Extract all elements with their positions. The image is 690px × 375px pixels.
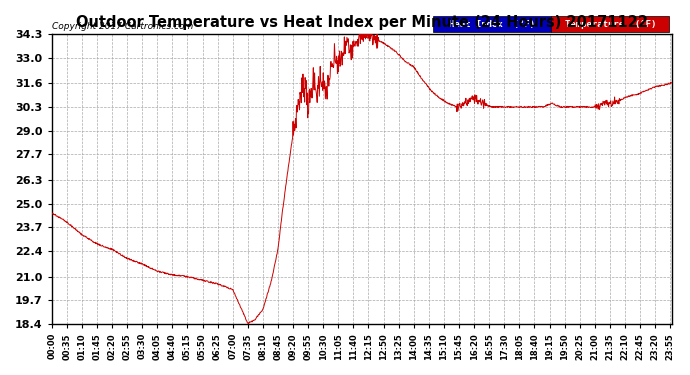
Text: Copyright 2017 Cartronics.com: Copyright 2017 Cartronics.com — [52, 22, 193, 31]
FancyBboxPatch shape — [433, 16, 551, 33]
Text: Temperature  (°F): Temperature (°F) — [564, 20, 656, 28]
Text: Heat Index  (°F): Heat Index (°F) — [449, 20, 535, 28]
Title: Outdoor Temperature vs Heat Index per Minute (24 Hours) 20171122: Outdoor Temperature vs Heat Index per Mi… — [76, 15, 648, 30]
FancyBboxPatch shape — [551, 16, 669, 33]
